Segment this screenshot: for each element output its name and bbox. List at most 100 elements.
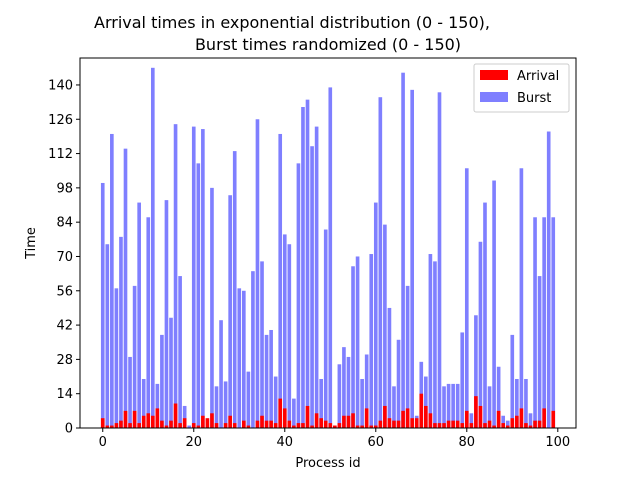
- burst-bar-40: [282, 234, 287, 428]
- burst-bar-10: [146, 217, 151, 428]
- burst-bar-22: [201, 129, 205, 428]
- arrival-bar-3: [114, 423, 119, 428]
- burst-bar-14: [164, 200, 169, 428]
- y-axis-label: Time: [24, 227, 39, 260]
- burst-bar-88: [501, 415, 506, 428]
- arrival-bar-45: [305, 405, 310, 428]
- burst-bar-49: [323, 229, 328, 428]
- burst-bar-1: [105, 244, 110, 428]
- series-arrival: [100, 393, 556, 428]
- burst-bar-46: [310, 146, 314, 428]
- burst-bar-79: [460, 332, 465, 428]
- burst-bar-54: [346, 356, 351, 428]
- arrival-bar-92: [519, 408, 524, 428]
- burst-bar-36: [264, 334, 269, 428]
- burst-bar-96: [537, 276, 542, 428]
- burst-bar-30: [237, 288, 242, 428]
- burst-bar-66: [401, 72, 405, 428]
- arrival-bar-24: [210, 413, 214, 428]
- arrival-bar-6: [128, 423, 132, 428]
- arrival-bar-77: [451, 420, 455, 428]
- x-tick-label: 60: [368, 435, 385, 450]
- burst-bar-18: [182, 405, 187, 428]
- burst-bar-28: [228, 195, 232, 428]
- burst-bar-34: [255, 119, 260, 428]
- legend-swatch-arrival: [480, 70, 508, 80]
- arrival-bar-31: [242, 420, 246, 428]
- burst-bar-86: [492, 180, 496, 428]
- burst-bar-43: [296, 163, 301, 429]
- arrival-bar-39: [278, 398, 283, 428]
- arrival-bar-10: [146, 413, 151, 428]
- burst-bar-42: [292, 398, 296, 428]
- y-tick-label: 84: [56, 216, 73, 231]
- arrival-bar-37: [269, 420, 273, 428]
- arrival-bar-46: [310, 425, 314, 428]
- burst-bar-65: [396, 339, 401, 428]
- y-tick-label: 28: [56, 353, 73, 368]
- burst-bar-12: [155, 383, 160, 428]
- arrival-bar-15: [169, 420, 173, 428]
- burst-bar-82: [474, 315, 478, 428]
- arrival-bar-36: [264, 420, 269, 428]
- y-tick-label: 56: [56, 284, 73, 299]
- arrival-bar-43: [296, 423, 301, 428]
- burst-bar-11: [150, 67, 155, 429]
- arrival-bar-72: [428, 413, 433, 428]
- arrival-bar-88: [501, 423, 506, 428]
- burst-bar-13: [160, 334, 164, 428]
- arrival-bar-62: [383, 405, 387, 428]
- arrival-bar-38: [273, 423, 278, 428]
- burst-bar-32: [246, 371, 251, 428]
- burst-bar-83: [478, 241, 483, 428]
- burst-bar-9: [141, 378, 146, 428]
- burst-bar-19: [187, 425, 192, 428]
- burst-bar-50: [328, 87, 333, 429]
- burst-bar-97: [542, 217, 546, 428]
- arrival-bar-49: [323, 420, 328, 428]
- arrival-bar-28: [228, 415, 232, 428]
- arrival-bar-55: [351, 413, 355, 428]
- burst-bar-60: [373, 202, 378, 428]
- arrival-bar-58: [364, 408, 369, 428]
- burst-bar-29: [232, 151, 237, 429]
- burst-bar-35: [260, 261, 264, 428]
- arrival-bar-73: [433, 423, 437, 428]
- arrival-bar-82: [474, 396, 478, 428]
- arrival-bar-97: [542, 408, 546, 428]
- burst-bar-87: [496, 366, 501, 428]
- burst-bar-3: [114, 288, 119, 428]
- burst-bar-73: [433, 261, 437, 428]
- arrival-bar-52: [337, 423, 342, 428]
- arrival-bar-61: [378, 420, 383, 428]
- x-tick-label: 20: [185, 435, 202, 450]
- arrival-bar-40: [282, 408, 287, 428]
- burst-bar-77: [451, 383, 455, 428]
- burst-bar-85: [487, 386, 492, 428]
- arrival-bar-83: [478, 405, 483, 428]
- burst-bar-38: [273, 376, 278, 428]
- arrival-bar-1: [105, 425, 110, 428]
- burst-bar-81: [469, 413, 474, 428]
- arrival-bar-32: [246, 425, 251, 428]
- arrival-bar-54: [346, 415, 351, 428]
- arrival-bar-76: [446, 420, 451, 428]
- y-tick-label: 14: [56, 387, 73, 402]
- arrival-bar-94: [528, 425, 533, 428]
- arrival-bar-93: [524, 423, 528, 428]
- arrival-bar-53: [342, 415, 346, 428]
- arrival-bar-20: [191, 423, 196, 428]
- burst-bar-31: [242, 290, 246, 428]
- arrival-bar-42: [292, 425, 296, 428]
- burst-bar-57: [360, 378, 364, 428]
- arrival-bar-35: [260, 415, 264, 428]
- arrival-bar-79: [460, 423, 465, 428]
- burst-bar-72: [428, 254, 433, 428]
- arrival-bar-68: [410, 418, 414, 428]
- burst-bar-92: [519, 168, 524, 428]
- arrival-bar-12: [155, 408, 160, 428]
- arrival-bar-57: [360, 425, 364, 428]
- arrival-bar-99: [551, 410, 556, 428]
- burst-bar-80: [464, 168, 469, 428]
